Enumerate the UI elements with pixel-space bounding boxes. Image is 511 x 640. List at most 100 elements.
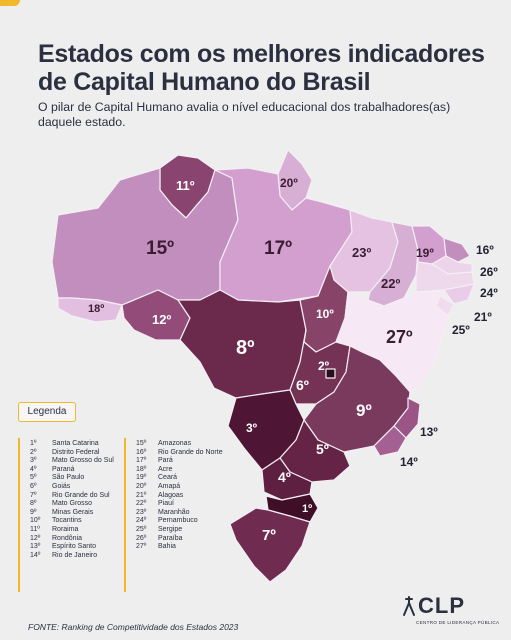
source-note: FONTE: Ranking de Competitividade dos Es… (28, 622, 239, 632)
legend-item: 3º Mato Grosso do Sul (30, 457, 114, 466)
legend-item: 4º Paraná (30, 466, 114, 475)
legend-item: 19º Ceará (136, 474, 223, 483)
page-subtitle: O pilar de Capital Humano avalia o nível… (38, 100, 451, 129)
clp-logo: CLP CENTRO DE LIDERANÇA PÚBLICA (400, 593, 500, 629)
legend-state: Mato Grosso do Sul (52, 457, 114, 465)
label-rondonia: 12º (152, 312, 171, 327)
legend-item: 17º Pará (136, 457, 223, 466)
legend-state: Distrito Federal (52, 448, 100, 456)
legend-item: 20º Amapá (136, 483, 223, 492)
legend-state: Goiás (52, 482, 71, 490)
top-accent-bar (0, 0, 20, 6)
legend-item: 22º Piauí (136, 500, 223, 509)
legend-state: Minas Gerais (52, 508, 94, 516)
legend-column-1: 1º Santa Catarina 2º Distrito Federal 3º Mato… (18, 437, 114, 593)
legend-item: 5º São Paulo (30, 474, 114, 483)
legend-rank: 16º (136, 448, 147, 456)
label-pernambuco: 24º (480, 286, 498, 300)
state-sao-paulo (279, 419, 351, 483)
page-title: Estados com os melhores indicadores de C… (38, 40, 498, 96)
label-rio-grande-do-norte: 16º (476, 243, 494, 257)
legend-rank: 22º (136, 500, 147, 508)
title-line-2: de Capital Humano do Brasil (38, 68, 371, 96)
legend-item: 21º Alagoas (136, 492, 223, 501)
legend-state: Bahia (158, 543, 176, 551)
legend-rank: 19º (136, 474, 147, 482)
label-distrito-federal: 2º (318, 359, 330, 373)
legend-rank: 26º (136, 534, 147, 542)
legend-state: Rio Grande do Sul (52, 491, 110, 499)
label-mato-grosso: 8º (236, 337, 254, 359)
legend-rank: 17º (136, 457, 147, 465)
legend-state: Ceará (158, 474, 178, 482)
legend-item: 24º Pernambuco (136, 517, 223, 526)
label-parana: 4º (278, 469, 291, 485)
state-parana (261, 457, 313, 501)
legend-state: Paraíba (158, 534, 183, 542)
label-rio-de-janeiro: 14º (400, 455, 418, 469)
logo-text: CLP (418, 593, 465, 618)
label-sao-paulo: 5º (316, 441, 329, 457)
legend-rank: 9º (30, 508, 37, 516)
state-acre (57, 297, 123, 323)
label-goias: 6º (296, 377, 309, 393)
legend-state: Rio de Janeiro (52, 551, 98, 559)
legend-state: Rondônia (52, 534, 82, 542)
legend-item: 6º Goiás (30, 483, 114, 492)
legend-item: 15º Amazonas (136, 440, 223, 449)
legend-rank: 13º (30, 543, 41, 551)
clp-logo-mark-icon (403, 596, 415, 616)
legend-item: 1º Santa Catarina (30, 440, 114, 449)
legend-item: 10º Tocantins (30, 517, 114, 526)
legend-state: Paraná (52, 465, 75, 473)
legend-rank: 23º (136, 508, 147, 516)
legend-rank: 11º (30, 525, 40, 533)
legend-state: Piauí (158, 500, 174, 508)
legend-item: 23º Maranhão (136, 509, 223, 518)
legend-state: Amapá (158, 482, 181, 490)
legend-state: Acre (158, 465, 173, 473)
legend-item: 7º Rio Grande do Sul (30, 492, 114, 501)
legend-rank: 15º (136, 440, 147, 447)
legend-item: 9º Minas Gerais (30, 509, 114, 518)
legend-rank: 27º (136, 543, 147, 551)
legend-rank: 4º (30, 465, 37, 473)
legend-rank: 8º (30, 500, 37, 508)
legend-rank: 3º (30, 457, 37, 465)
label-acre: 18º (88, 303, 104, 315)
label-espirito-santo: 13º (420, 425, 438, 439)
legend-item: 13º Espírito Santo (30, 543, 114, 552)
legend-state: Roraima (52, 525, 79, 533)
legend-state: Pará (158, 457, 173, 465)
label-rio-grande-do-sul: 7º (262, 527, 276, 544)
legend-rank: 10º (30, 517, 41, 525)
legend-rank: 2º (30, 448, 37, 456)
legend-rank: 20º (136, 482, 147, 490)
label-maranhao: 23º (352, 245, 371, 260)
label-alagoas: 21º (474, 310, 492, 324)
legend-item: 11º Roraima (30, 526, 114, 535)
legend-item: 18º Acre (136, 466, 223, 475)
legend-column-2: 15º Amazonas 16º Rio Grande do Norte 17º Pará… (124, 438, 223, 592)
label-minas-gerais: 9º (356, 401, 372, 420)
legend-state: Pernambuco (158, 517, 198, 525)
legend-item: 8º Mato Grosso (30, 500, 114, 509)
label-amapa: 20º (280, 176, 298, 190)
legend-rank: 21º (136, 491, 147, 499)
state-rio-grande-do-sul (229, 507, 311, 583)
state-alagoas (443, 283, 475, 305)
logo-subtitle: CENTRO DE LIDERANÇA PÚBLICA (416, 620, 500, 625)
label-amazonas: 15º (146, 238, 174, 259)
legend-rank: 12º (30, 534, 41, 542)
legend-state: Santa Catarina (52, 440, 99, 447)
legend-state: Alagoas (158, 491, 184, 499)
state-distrito-federal (325, 368, 336, 379)
legend-title: Legenda (18, 402, 76, 422)
legend-rank: 6º (30, 482, 37, 490)
legend-rank: 14º (30, 551, 41, 559)
legend-state: Espírito Santo (52, 543, 96, 551)
legend-rank: 1º (30, 440, 37, 447)
label-para: 17º (264, 238, 292, 259)
title-line-1: Estados com os melhores indicadores (38, 40, 485, 68)
